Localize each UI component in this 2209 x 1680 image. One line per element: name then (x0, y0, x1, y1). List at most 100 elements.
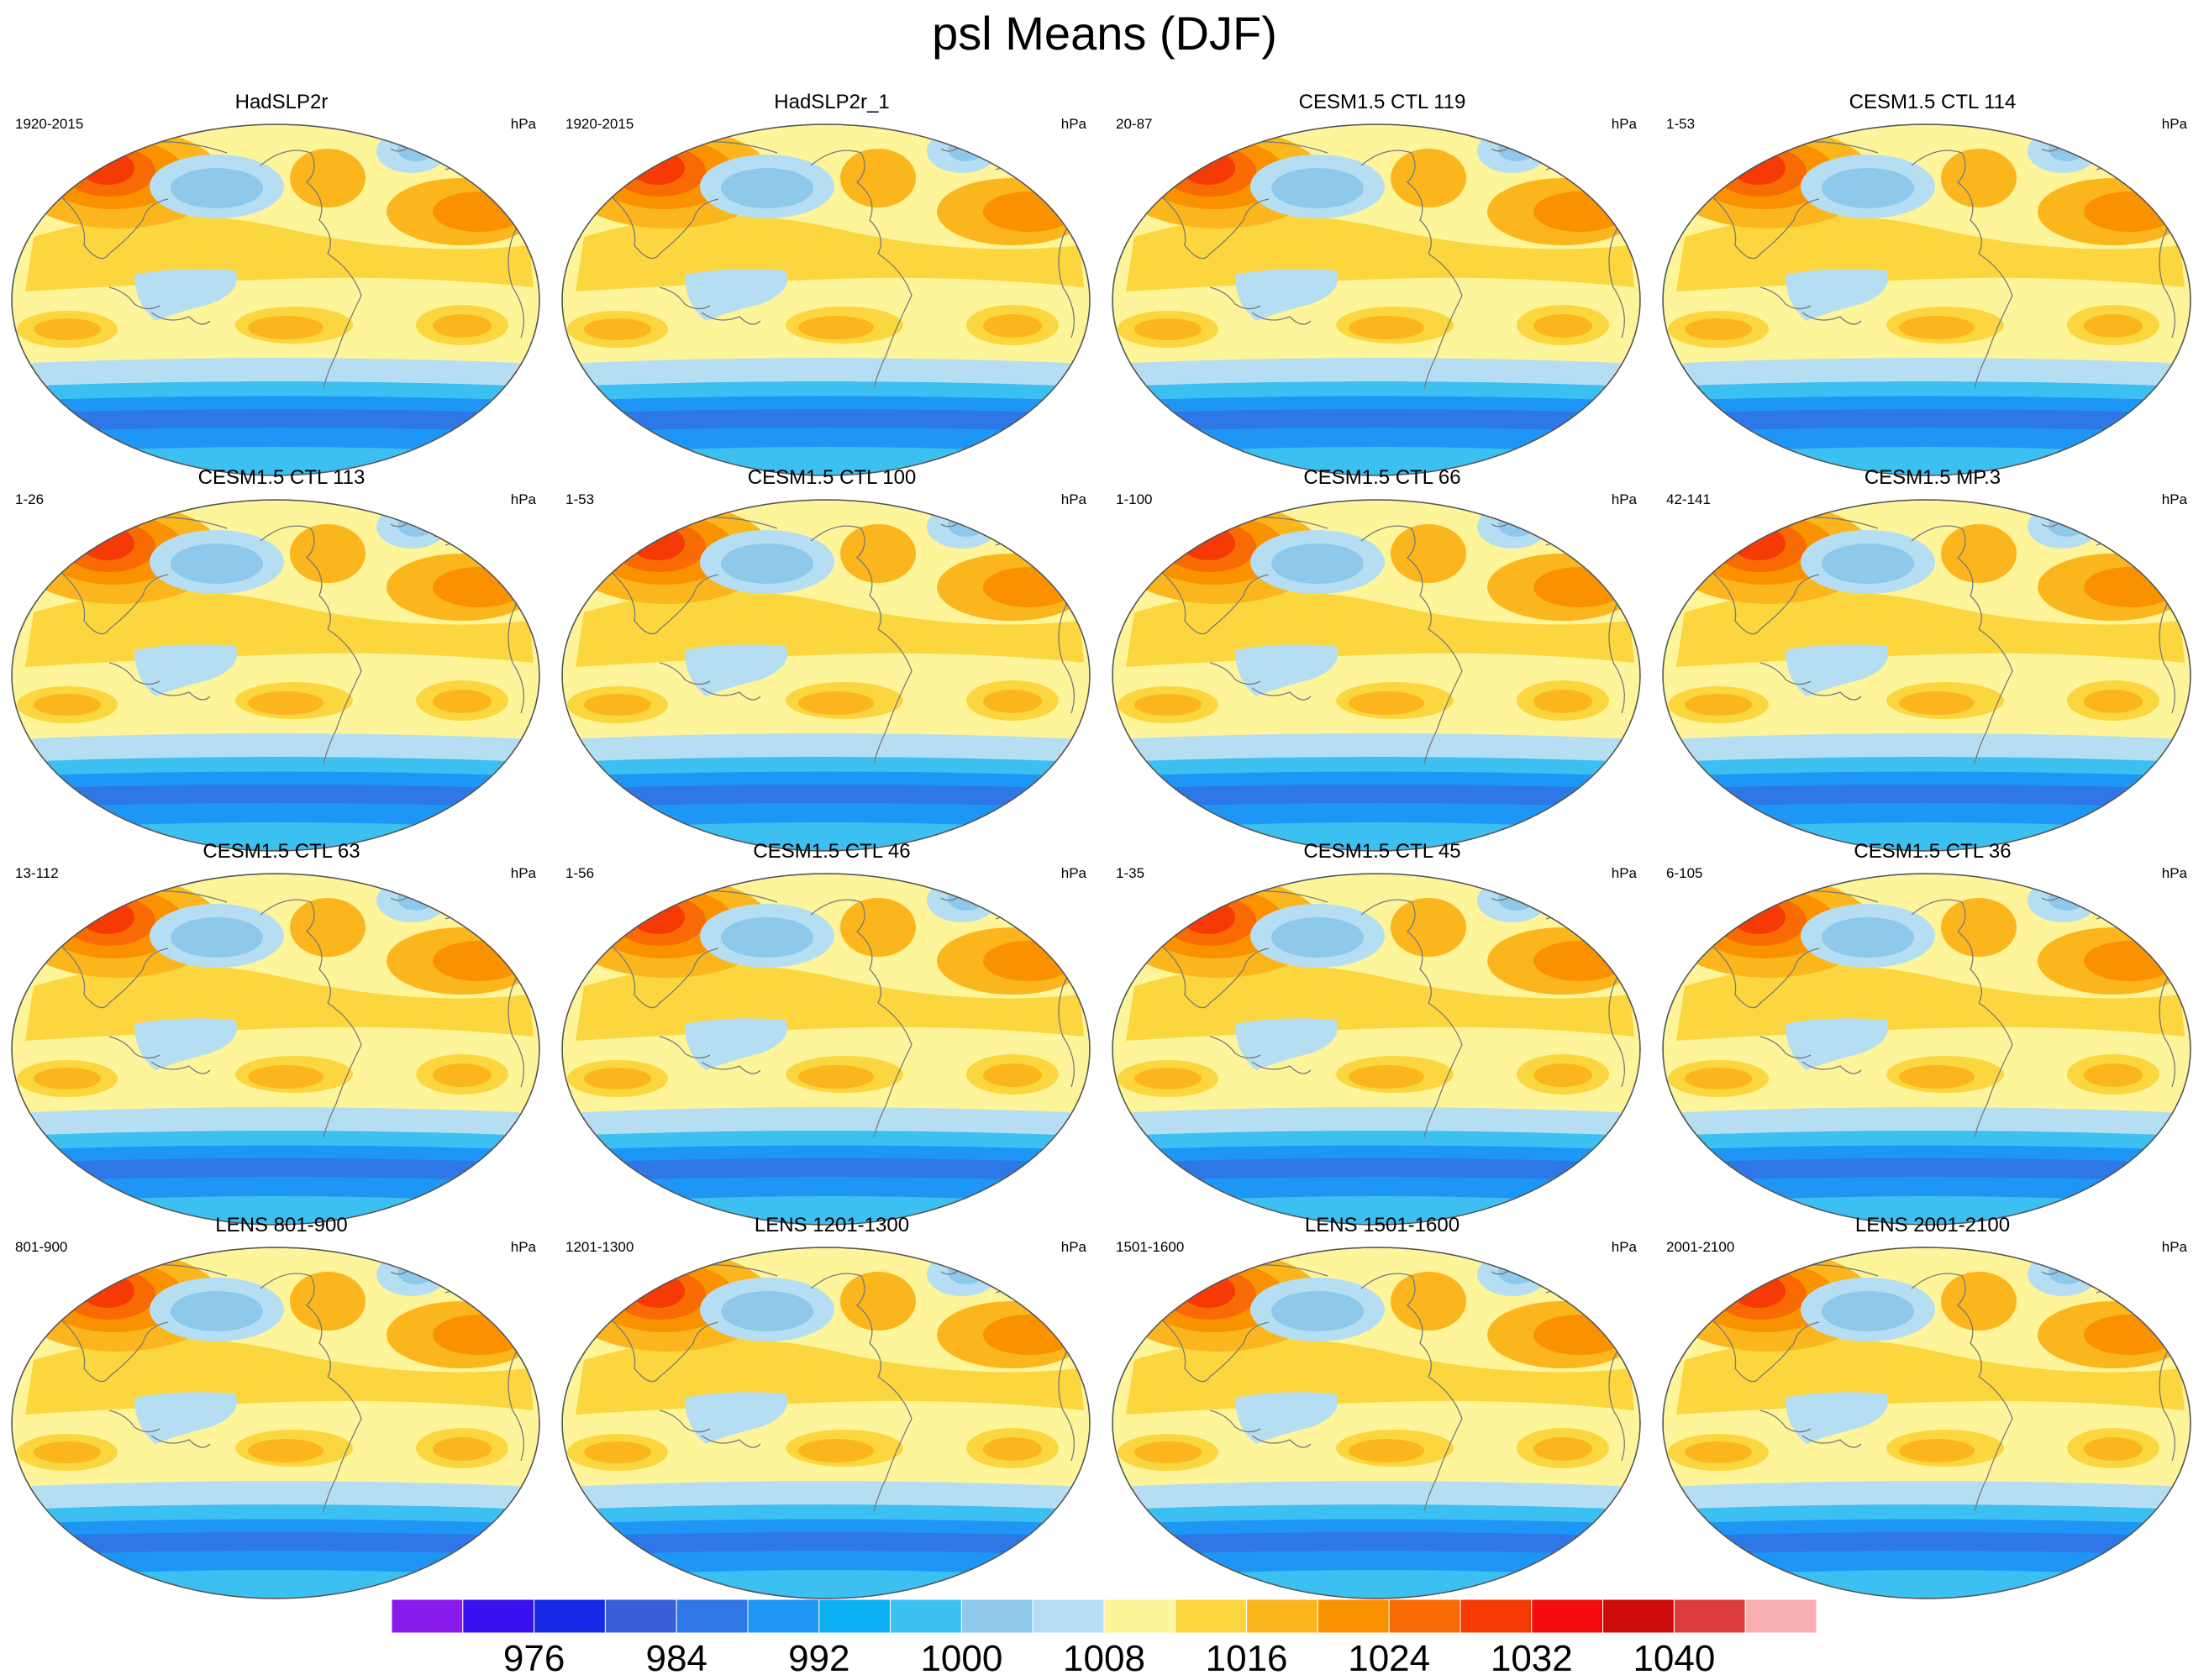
panel-units: hPa (510, 1239, 536, 1255)
panel-period: 42-141 (1666, 491, 1711, 507)
colorbar-swatch (1103, 1599, 1176, 1633)
map-panel: LENS 801-900 801-900 hPa (8, 1214, 555, 1599)
panel-units: hPa (1060, 116, 1086, 132)
colorbar-swatch (1531, 1599, 1604, 1633)
colorbar-label: 1008 (1063, 1638, 1145, 1679)
panel-units: hPa (510, 865, 536, 881)
map-panel: HadSLP2r_1 1920-2015 hPa (559, 91, 1105, 476)
panel-units: hPa (510, 116, 536, 132)
panel-units: hPa (1611, 1239, 1637, 1255)
colorbar-label: 1000 (920, 1638, 1003, 1679)
panel-period: 2001-2100 (1666, 1239, 1735, 1255)
psl-map (11, 1247, 540, 1599)
map-panel: LENS 1201-1300 1201-1300 hPa (559, 1214, 1105, 1599)
panel-units: hPa (2161, 865, 2187, 881)
panel-units: hPa (1611, 865, 1637, 881)
map-panel: CESM1.5 CTL 100 1-53 hPa (559, 466, 1105, 852)
colorbar-swatch (1602, 1599, 1675, 1633)
panel-period: 20-87 (1116, 116, 1153, 132)
panel-period: 1-26 (15, 491, 45, 507)
panel-title: CESM1.5 CTL 114 (1849, 91, 2017, 113)
map-panel: HadSLP2r 1920-2015 hPa (8, 91, 555, 476)
panel-period: 1201-1300 (565, 1239, 634, 1255)
colorbar-label: 1032 (1490, 1638, 1573, 1679)
panel-title: LENS 801-900 (215, 1214, 348, 1236)
colorbar-swatch (534, 1599, 606, 1633)
psl-map (1662, 1247, 2191, 1599)
panel-title: CESM1.5 CTL 45 (1303, 840, 1461, 863)
psl-map (11, 499, 540, 852)
panel-title: CESM1.5 MP.3 (1864, 466, 2001, 489)
panel-period: 1-53 (1666, 116, 1696, 132)
psl-map (1112, 123, 1641, 476)
map-panel: CESM1.5 CTL 119 20-87 hPa (1109, 91, 1655, 476)
colorbar-label: 976 (502, 1638, 565, 1679)
map-panel: LENS 1501-1600 1501-1600 hPa (1109, 1214, 1655, 1599)
panel-period: 1-35 (1116, 865, 1145, 881)
colorbar-swatch (818, 1599, 891, 1633)
panel-period: 13-112 (15, 865, 59, 881)
panel-period: 1-56 (565, 865, 595, 881)
psl-map (1112, 499, 1641, 852)
colorbar-swatch (1175, 1599, 1248, 1633)
panel-units: hPa (1611, 116, 1637, 132)
colorbar-swatch (1460, 1599, 1533, 1633)
map-panel: CESM1.5 CTL 114 1-53 hPa (1659, 91, 2206, 476)
colorbar-swatch (676, 1599, 749, 1633)
figure-title: psl Means (DJF) (932, 7, 1277, 60)
panel-units: hPa (1611, 491, 1637, 507)
panel-title: CESM1.5 CTL 46 (753, 840, 911, 863)
map-panel: CESM1.5 CTL 63 13-112 hPa (8, 840, 555, 1226)
panel-title: CESM1.5 CTL 119 (1298, 91, 1466, 113)
psl-map (1112, 1247, 1641, 1599)
map-panel: CESM1.5 CTL 66 1-100 hPa (1109, 466, 1655, 852)
panel-title: LENS 2001-2100 (1854, 1214, 2011, 1236)
colorbar-swatch (747, 1599, 820, 1633)
colorbar-swatch (1246, 1599, 1318, 1633)
map-panel: CESM1.5 CTL 46 1-56 hPa (559, 840, 1105, 1226)
map-panel: LENS 2001-2100 2001-2100 hPa (1659, 1214, 2206, 1599)
panel-title: CESM1.5 CTL 66 (1303, 466, 1461, 489)
psl-map (561, 123, 1091, 476)
panel-period: 1920-2015 (15, 116, 84, 132)
panel-period: 6-105 (1666, 865, 1703, 881)
panel-period: 1-53 (565, 491, 595, 507)
colorbar-label: 1016 (1205, 1638, 1288, 1679)
panel-title: CESM1.5 CTL 100 (747, 466, 917, 489)
map-panel: CESM1.5 CTL 36 6-105 hPa (1659, 840, 2206, 1226)
panel-title: HadSLP2r_1 (774, 91, 890, 113)
colorbar-swatch (1032, 1599, 1105, 1633)
colorbar-swatch (960, 1599, 1033, 1633)
map-panel: CESM1.5 CTL 45 1-35 hPa (1109, 840, 1655, 1226)
colorbar-label: 984 (645, 1638, 707, 1679)
colorbar-swatch (1673, 1599, 1746, 1633)
colorbar-swatch (604, 1599, 677, 1633)
psl-map (561, 873, 1091, 1226)
psl-map (11, 873, 540, 1226)
colorbar (392, 1599, 1817, 1633)
panel-period: 801-900 (15, 1239, 68, 1255)
psl-map (11, 123, 540, 476)
panel-period: 1920-2015 (565, 116, 634, 132)
colorbar-swatch (462, 1599, 535, 1633)
colorbar-label: 992 (788, 1638, 850, 1679)
psl-map (1112, 873, 1641, 1226)
panel-units: hPa (1060, 1239, 1086, 1255)
panel-period: 1-100 (1116, 491, 1153, 507)
colorbar-label: 1024 (1348, 1638, 1431, 1679)
map-panel: CESM1.5 CTL 113 1-26 hPa (8, 466, 555, 852)
colorbar-swatch (1317, 1599, 1390, 1633)
colorbar-swatch (1388, 1599, 1461, 1633)
panel-units: hPa (510, 491, 536, 507)
panel-title: CESM1.5 CTL 36 (1854, 840, 2012, 863)
panel-title: CESM1.5 CTL 63 (202, 840, 360, 863)
colorbar-swatch (1744, 1599, 1817, 1633)
psl-map (1662, 499, 2191, 852)
panel-title: LENS 1501-1600 (1304, 1214, 1460, 1236)
colorbar-swatch (890, 1599, 962, 1633)
panel-title: HadSLP2r (234, 91, 329, 113)
psl-map (1662, 123, 2191, 476)
panel-period: 1501-1600 (1116, 1239, 1185, 1255)
panel-units: hPa (1060, 865, 1086, 881)
panel-title: LENS 1201-1300 (754, 1214, 910, 1236)
